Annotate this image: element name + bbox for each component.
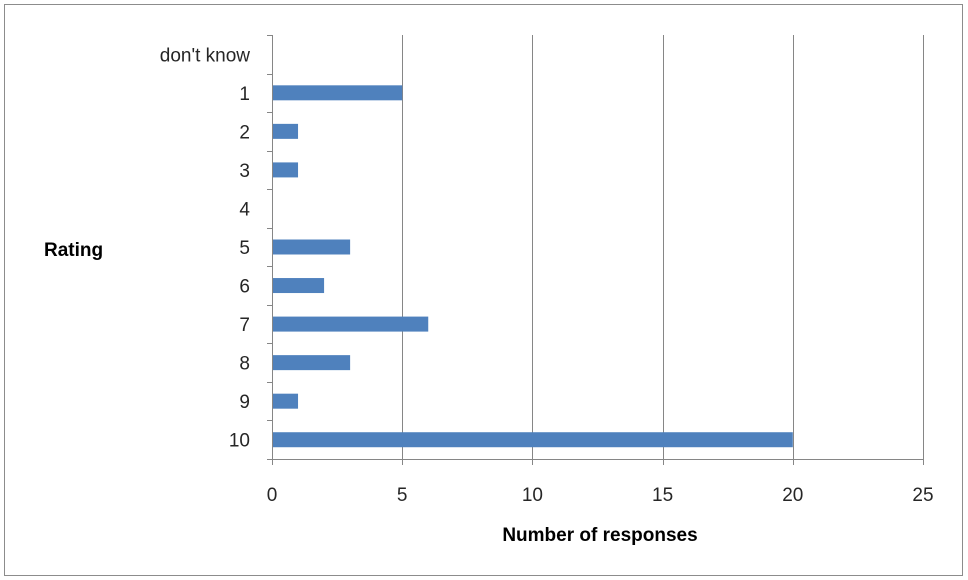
x-tick-label: 5	[397, 485, 408, 506]
y-axis-title: Rating	[44, 240, 103, 261]
bar-1	[273, 85, 403, 101]
y-tick-labels: don't know 1 2 3 4 5 6 7 8 9 10	[160, 45, 251, 451]
x-tick-labels: 0 5 10 15 20 25	[267, 485, 934, 506]
bar-3	[273, 162, 299, 178]
axes	[267, 35, 924, 465]
x-tick-label: 0	[267, 485, 278, 506]
y-tick-label: don't know	[160, 45, 251, 66]
gridlines	[402, 35, 924, 459]
x-tick-label: 10	[522, 485, 543, 506]
chart-frame	[4, 4, 963, 576]
y-tick-label: 8	[239, 354, 250, 375]
bars	[273, 85, 793, 448]
y-tick-label: 1	[239, 84, 250, 105]
x-axis-title: Number of responses	[502, 525, 697, 546]
x-tick-label: 20	[782, 485, 803, 506]
y-tick-label: 5	[239, 238, 250, 259]
y-tick-label: 3	[239, 161, 250, 182]
y-tick-label: 7	[239, 315, 250, 336]
y-tick-label: 9	[239, 392, 250, 413]
x-tick-label: 25	[912, 485, 933, 506]
y-tick-label: 10	[229, 431, 250, 452]
bar-5	[273, 239, 351, 255]
bar-9	[273, 393, 299, 409]
y-tick-label: 4	[239, 199, 250, 220]
bar-7	[273, 316, 429, 332]
y-tick-label: 2	[239, 122, 250, 143]
bar-6	[273, 278, 325, 294]
bar-8	[273, 355, 351, 371]
y-tick-label: 6	[239, 277, 250, 298]
bar-10	[273, 432, 793, 448]
x-tick-label: 15	[652, 485, 673, 506]
bar-2	[273, 123, 299, 139]
